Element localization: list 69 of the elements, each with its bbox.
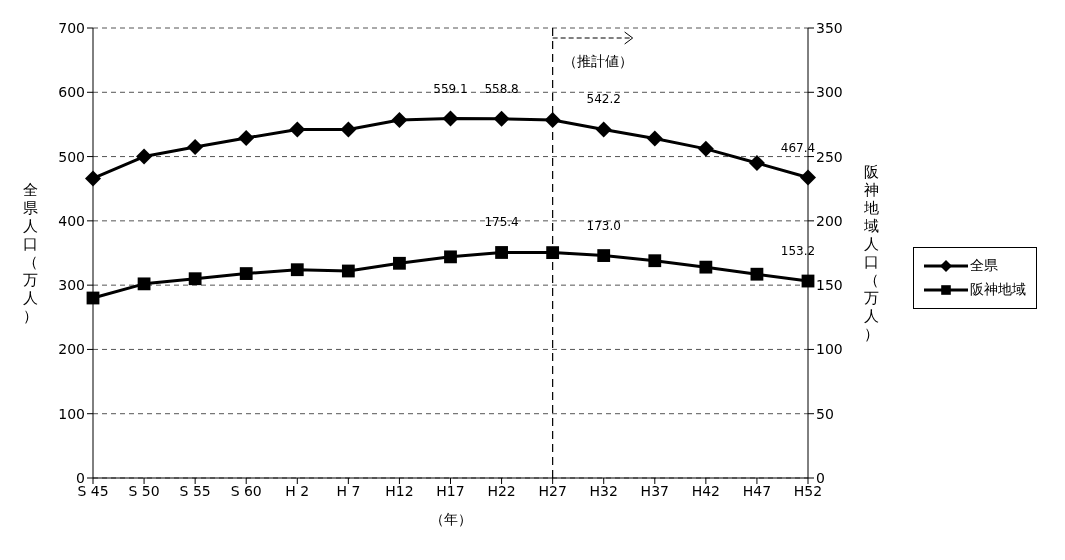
data-label: 559.1	[433, 81, 468, 96]
point	[546, 246, 560, 260]
data-label: 175.4	[484, 215, 519, 230]
y2-tick-label: 350	[816, 19, 843, 36]
y2-tick-label: 100	[816, 341, 843, 358]
point	[391, 111, 408, 128]
point	[238, 129, 255, 146]
text: 阪神地域人口（万人）	[863, 163, 879, 343]
point	[341, 264, 355, 278]
legend-label: 阪神地域	[970, 281, 1026, 299]
x-tick-label: S 50	[128, 482, 160, 499]
point	[544, 111, 561, 128]
y2-tick-label: 250	[816, 148, 843, 165]
ref-line-label: （推計値）	[562, 53, 633, 69]
point	[801, 274, 815, 288]
point	[442, 110, 459, 127]
x-tick-label: H22	[487, 482, 516, 499]
x-tick-label: H 2	[285, 482, 310, 499]
x-tick-label: H32	[589, 482, 618, 499]
data-label: 542.2	[586, 92, 621, 107]
y-tick-label: 200	[58, 341, 85, 358]
point	[393, 256, 406, 270]
point	[699, 260, 713, 274]
x-tick-label: S 60	[230, 482, 262, 499]
point	[290, 263, 304, 277]
y2-tick-label: 50	[816, 405, 834, 422]
point	[646, 130, 663, 147]
point	[748, 155, 765, 171]
point	[697, 140, 714, 157]
data-label: 558.8	[484, 81, 519, 96]
legend-label: 全県	[970, 257, 998, 275]
point	[85, 170, 101, 187]
point	[239, 267, 253, 280]
y-tick-label: 500	[58, 148, 85, 165]
x-tick-label: H 7	[336, 482, 361, 499]
point	[137, 277, 151, 291]
y-tick-label: 100	[58, 405, 85, 422]
y-tick-label: 300	[58, 277, 85, 294]
y-tick-label: 600	[58, 84, 85, 101]
point	[595, 121, 612, 138]
point	[800, 169, 816, 186]
point	[444, 250, 457, 264]
data-label: 153.2	[780, 244, 816, 259]
data-label: 467.4	[780, 140, 816, 155]
point	[493, 110, 510, 127]
point	[188, 272, 202, 286]
point	[136, 148, 153, 165]
x-tick-label: H47	[742, 482, 772, 499]
point	[340, 121, 357, 138]
y2-tick-label: 150	[816, 277, 843, 294]
x-tick-label: H27	[538, 482, 567, 499]
point	[648, 254, 662, 268]
x-tick-label: H37	[640, 482, 669, 499]
x-tick-label: H12	[385, 482, 414, 499]
x-axis-title: （年）	[429, 511, 472, 527]
y-tick-label: 700	[58, 19, 85, 36]
point	[597, 249, 611, 262]
x-tick-label: S 55	[179, 482, 211, 499]
x-tick-label: H17	[436, 482, 465, 499]
y2-tick-label: 200	[816, 212, 843, 229]
point	[495, 246, 508, 259]
x-tick-label: H42	[691, 482, 721, 499]
point	[187, 138, 204, 155]
data-label: 173.0	[586, 218, 621, 233]
y2-tick-label: 300	[816, 84, 843, 101]
y-tick-label: 400	[58, 212, 85, 229]
point	[750, 267, 764, 281]
y-axis-title: 全県人口（万人）	[22, 181, 38, 325]
point	[289, 121, 306, 138]
